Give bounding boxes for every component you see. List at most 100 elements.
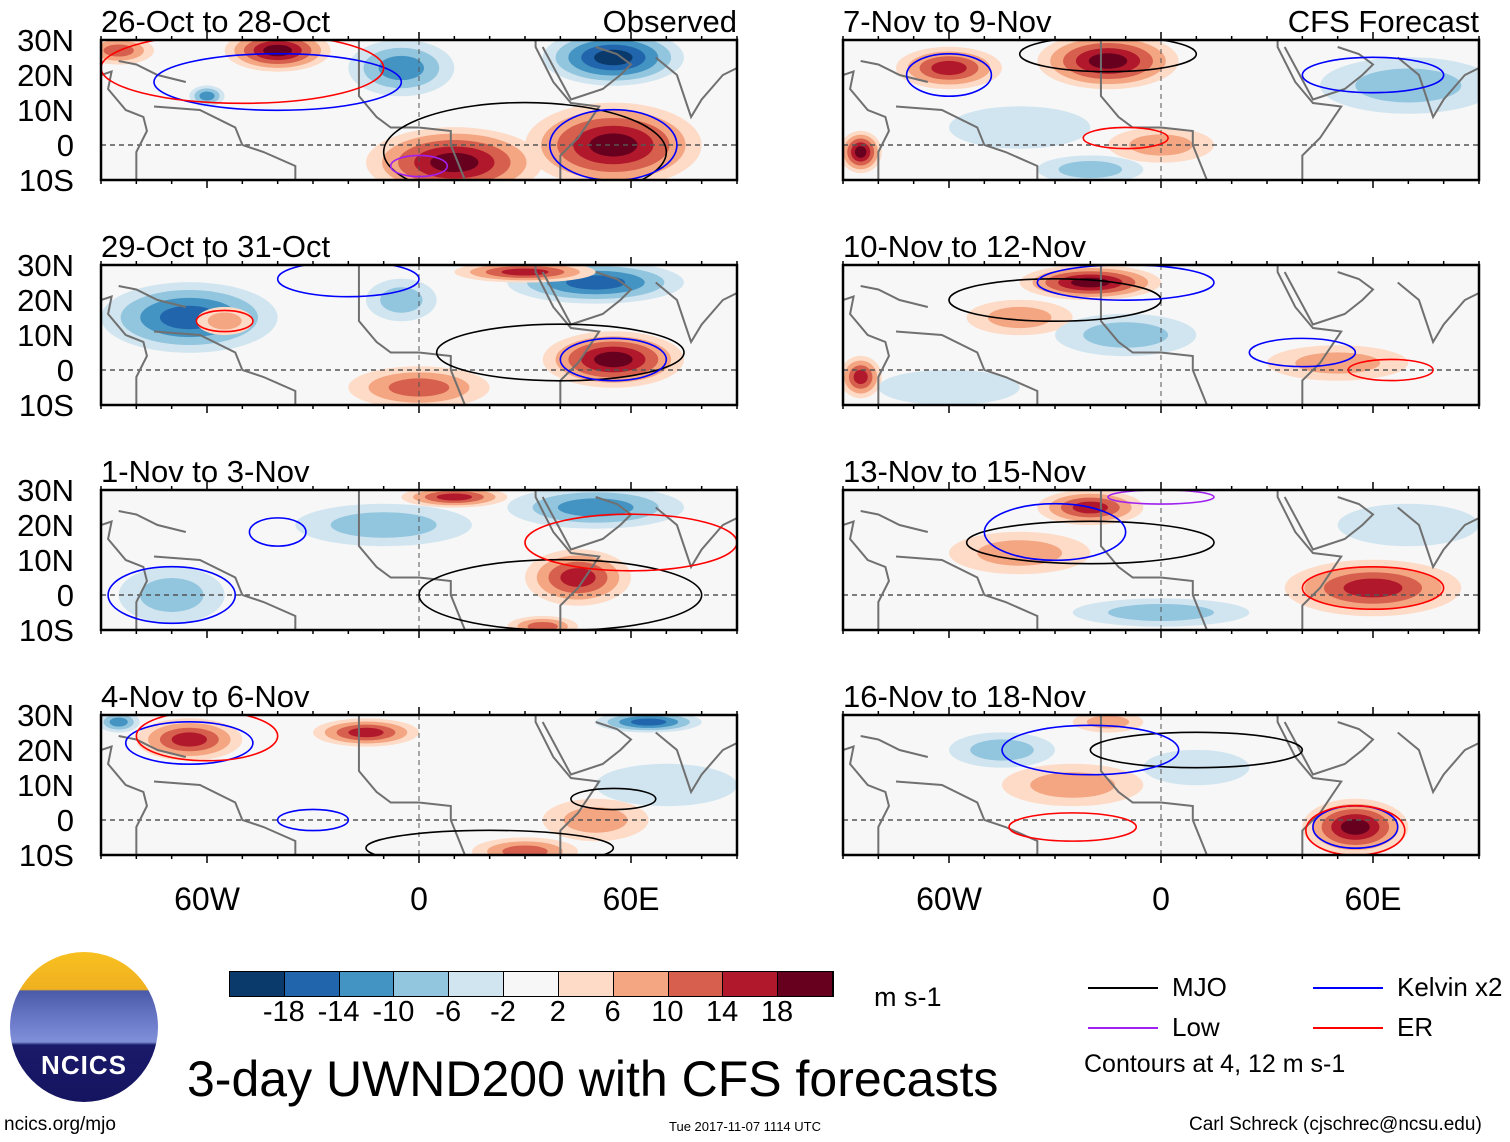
coastline (655, 281, 737, 345)
wind-anomaly-shade (1343, 578, 1403, 598)
lat-tick-label: 30N (17, 473, 74, 508)
coastline (1283, 496, 1375, 551)
column-label: Observed (603, 4, 737, 39)
colorbar-tick-label: 10 (651, 996, 684, 1028)
panel-title: 16-Nov to 18-Nov (843, 679, 1086, 714)
coastline (534, 490, 601, 630)
coastline (118, 510, 187, 533)
map-panel: 16-Nov to 18-Nov 60W 0 60E (841, 679, 1481, 917)
wind-anomaly-shade (330, 512, 437, 538)
wind-anomaly-shade (589, 133, 638, 157)
colorbar-swatch (339, 972, 395, 996)
footer-timestamp: Tue 2017-11-07 1114 UTC (669, 1119, 821, 1134)
wind-anomaly-shade (878, 369, 1020, 405)
kelvin-contour (559, 337, 668, 382)
low-contour (1107, 490, 1215, 505)
wind-anomaly-shade (1108, 604, 1214, 621)
lat-tick-label: 30N (17, 248, 74, 283)
er-contour (195, 309, 254, 333)
coastline (1276, 490, 1343, 630)
coastline (1276, 265, 1343, 405)
lat-tick-label: 0 (57, 578, 74, 613)
wind-anomaly-shade (1083, 322, 1169, 348)
er-contour (1008, 812, 1138, 842)
coastline (895, 780, 1039, 855)
lon-tick-label: 60E (1345, 881, 1402, 917)
coastline (541, 721, 633, 776)
wind-anomaly-shade (378, 55, 425, 81)
kelvin-contour (276, 808, 350, 832)
lat-tick-label: 10N (17, 318, 74, 353)
kelvin-contour (1001, 724, 1180, 776)
panel-title: 4-Nov to 6-Nov (101, 679, 310, 714)
coastline (843, 70, 890, 180)
logo-text: NCICS (41, 1050, 127, 1080)
mjo-contour (1018, 40, 1198, 73)
legend-label: Kelvin x2 (1397, 972, 1503, 1002)
wind-anomaly-shade (527, 621, 558, 630)
colorbar (229, 971, 834, 997)
wind-anomaly-shade (430, 152, 479, 173)
coastline (860, 735, 929, 758)
coastline (860, 60, 929, 83)
legend-note: Contours at 4, 12 m s-1 (1084, 1050, 1346, 1078)
coastline (843, 520, 890, 630)
coastline (655, 731, 737, 795)
wind-anomaly-shade (853, 369, 868, 385)
coastline (1099, 715, 1208, 855)
er-contour (524, 513, 737, 572)
lat-tick-label: 30N (17, 698, 74, 733)
lon-tick-label: 0 (410, 881, 428, 917)
lat-tick-label: 10S (19, 838, 74, 873)
lat-tick-label: 10S (19, 613, 74, 648)
kelvin-contour (124, 720, 254, 765)
wind-anomaly-shade (1030, 772, 1116, 798)
colorbar-tick-label: -10 (372, 996, 415, 1028)
colorbar-swatch (394, 972, 450, 996)
coastline (1397, 281, 1479, 345)
legend-swatch (1313, 987, 1383, 989)
coastline (153, 780, 297, 855)
wind-anomaly-shade (388, 378, 450, 397)
coastline (860, 510, 929, 533)
coastline (895, 555, 1039, 630)
coastline (1099, 490, 1208, 630)
map-panels: 26-Oct to 28-Oct Observed30N20N10N010S29-… (17, 4, 1481, 917)
footer-url[interactable]: ncics.org/mjo (4, 1114, 116, 1135)
legend-swatch (1088, 1027, 1158, 1029)
wind-anomaly-shade (1088, 53, 1128, 69)
ncics-logo: NCICS (10, 952, 158, 1102)
er-contour (1347, 358, 1434, 382)
mjo-contour (570, 787, 657, 811)
wind-anomaly-shade (566, 275, 626, 290)
kelvin-contour (905, 52, 993, 98)
panel-title: 26-Oct to 28-Oct (101, 4, 331, 39)
lat-tick-label: 10N (17, 93, 74, 128)
lat-tick-label: 10N (17, 768, 74, 803)
coastline (101, 520, 148, 630)
coastline (357, 490, 466, 630)
wind-anomaly-shade (501, 268, 549, 276)
lat-tick-label: 10S (19, 388, 74, 423)
coastline (1276, 40, 1343, 180)
wind-anomaly-shade (139, 578, 204, 612)
coastline (101, 295, 148, 405)
figure-title: 3-day UWND200 with CFS forecasts (187, 1051, 999, 1107)
legend-swatch (1313, 1027, 1383, 1029)
wind-anomaly-shade (502, 845, 548, 855)
lat-tick-label: 20N (17, 508, 74, 543)
lon-tick-label: 60W (174, 881, 241, 917)
coastline (153, 555, 297, 630)
coastline (534, 40, 601, 180)
wind-anomaly-shade (595, 763, 737, 807)
coastline (655, 56, 737, 120)
mjo-contour (1089, 731, 1304, 769)
map-panel: 7-Nov to 9-Nov CFS Forecast (841, 4, 1481, 188)
er-contour (1301, 565, 1445, 610)
legend-swatch (1088, 987, 1158, 989)
coastline (153, 330, 297, 405)
